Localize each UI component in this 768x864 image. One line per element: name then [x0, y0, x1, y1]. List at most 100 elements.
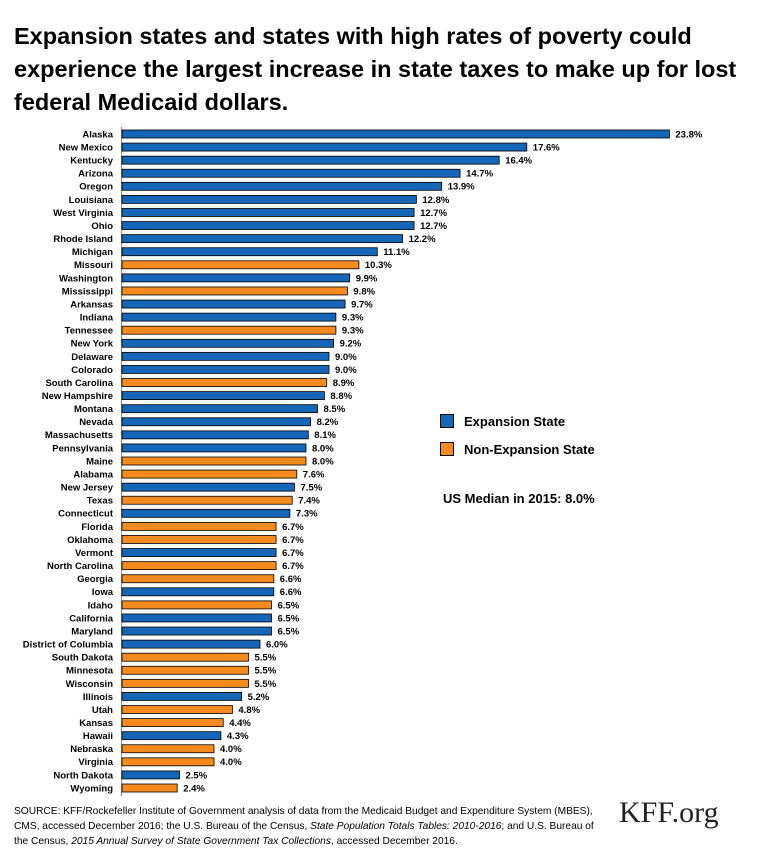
- value-label-new-hampshire: 8.8%: [330, 391, 352, 402]
- bar-south-carolina: [121, 378, 328, 387]
- category-label-ohio: Ohio: [91, 221, 113, 232]
- category-label-north-dakota: North Dakota: [53, 770, 113, 781]
- bar-connecticut: [121, 508, 291, 518]
- value-label-west-virginia: 12.7%: [420, 208, 447, 219]
- bar-pennsylvania: [121, 443, 307, 453]
- source-italic-2: 2015 Annual Survey of State Government T…: [71, 836, 331, 847]
- bar-delaware: [121, 351, 330, 361]
- chart-title: Expansion states and states with high ra…: [14, 23, 737, 115]
- category-label-nevada: Nevada: [79, 417, 114, 428]
- value-label-maine: 8.0%: [312, 456, 334, 467]
- category-label-alaska: Alaska: [82, 129, 113, 140]
- bar-ohio: [121, 221, 415, 230]
- value-label-georgia: 6.6%: [280, 574, 302, 585]
- category-label-illinois: Illinois: [83, 692, 113, 703]
- bar-wyoming: [121, 783, 178, 793]
- value-label-oregon: 13.9%: [448, 182, 475, 193]
- category-label-tennessee: Tennessee: [65, 326, 113, 337]
- bar-oregon: [121, 181, 443, 191]
- category-label-pennsylvania: Pennsylvania: [52, 443, 113, 454]
- bar-idaho: [121, 600, 272, 610]
- legend-item-expansion: Expansion State: [440, 412, 595, 430]
- bar-massachusetts: [121, 430, 309, 440]
- bar-california: [121, 613, 272, 623]
- category-label-california: California: [69, 613, 114, 624]
- value-label-minnesota: 5.5%: [255, 666, 277, 677]
- value-label-arizona: 14.7%: [466, 169, 493, 180]
- category-label-rhode-island: Rhode Island: [53, 234, 113, 245]
- value-label-texas: 7.4%: [298, 496, 320, 507]
- value-label-colorado: 9.0%: [335, 365, 357, 376]
- value-label-new-mexico: 17.6%: [533, 142, 560, 153]
- category-label-oregon: Oregon: [79, 182, 113, 193]
- bar-maryland: [121, 626, 272, 636]
- category-label-mississippi: Mississippi: [62, 286, 113, 297]
- bar-west-virginia: [121, 208, 415, 217]
- value-label-rhode-island: 12.2%: [409, 234, 436, 245]
- value-label-alabama: 7.6%: [303, 469, 325, 480]
- value-label-missouri: 10.3%: [365, 260, 392, 271]
- category-label-alabama: Alabama: [73, 469, 113, 480]
- category-label-wisconsin: Wisconsin: [66, 679, 114, 690]
- category-label-arkansas: Arkansas: [70, 299, 113, 310]
- category-label-washington: Washington: [59, 273, 113, 284]
- bar-colorado: [121, 365, 330, 374]
- bar-nevada: [121, 417, 312, 427]
- bar-vermont: [121, 548, 277, 557]
- category-label-north-carolina: North Carolina: [47, 561, 114, 572]
- source-text-2: ; and U.S. Bureau of the Census,: [14, 821, 594, 847]
- category-label-massachusetts: Massachusetts: [45, 430, 113, 441]
- median-note: US Median in 2015: 8.0%: [443, 491, 595, 506]
- bar-indiana: [121, 312, 337, 322]
- value-label-south-dakota: 5.5%: [255, 653, 277, 664]
- bar-virginia: [121, 757, 215, 767]
- value-label-pennsylvania: 8.0%: [312, 443, 334, 454]
- bar-chart: Alaska New Mexico Kentucky Arizona Oregon Lou…: [23, 127, 703, 796]
- value-label-district-of-columbia: 6.0%: [266, 640, 288, 651]
- value-label-delaware: 9.0%: [335, 352, 357, 363]
- value-label-new-york: 9.2%: [340, 339, 362, 350]
- bar-kentucky: [121, 155, 500, 165]
- category-label-wyoming: Wyoming: [70, 783, 113, 794]
- category-label-oklahoma: Oklahoma: [67, 535, 114, 546]
- category-label-south-carolina: South Carolina: [45, 378, 113, 389]
- category-label-nebraska: Nebraska: [70, 744, 113, 755]
- category-label-maryland: Maryland: [71, 626, 113, 637]
- category-label-hawaii: Hawaii: [83, 731, 113, 742]
- category-label-new-mexico: New Mexico: [59, 142, 114, 153]
- bar-wisconsin: [121, 678, 249, 688]
- bar-iowa: [121, 587, 275, 597]
- bar-louisiana: [121, 194, 417, 204]
- bar-kansas: [121, 718, 224, 727]
- source-note: SOURCE: KFF/Rockefeller Institute of Gov…: [14, 804, 604, 849]
- value-label-michigan: 11.1%: [383, 247, 410, 258]
- value-label-florida: 6.7%: [282, 522, 304, 533]
- category-label-utah: Utah: [92, 705, 113, 716]
- value-label-kansas: 4.4%: [229, 718, 251, 729]
- category-label-texas: Texas: [87, 496, 113, 507]
- category-label-virginia: Virginia: [78, 757, 113, 768]
- bar-oklahoma: [121, 535, 277, 544]
- bar-florida: [121, 522, 277, 531]
- legend-item-non-expansion: Non-Expansion State: [440, 440, 595, 458]
- bar-south-dakota: [121, 652, 249, 662]
- bar-new-jersey: [121, 482, 295, 492]
- value-label-california: 6.5%: [278, 613, 300, 624]
- value-label-north-carolina: 6.7%: [282, 561, 304, 572]
- value-label-maryland: 6.5%: [278, 626, 300, 637]
- bar-arizona: [121, 168, 461, 178]
- bar-north-carolina: [121, 561, 277, 571]
- value-label-wisconsin: 5.5%: [255, 679, 277, 690]
- bar-montana: [121, 404, 318, 414]
- value-label-illinois: 5.2%: [248, 692, 270, 703]
- value-label-idaho: 6.5%: [278, 600, 300, 611]
- value-label-washington: 9.9%: [356, 273, 378, 284]
- value-label-ohio: 12.7%: [420, 221, 447, 232]
- bar-rhode-island: [121, 234, 404, 244]
- bar-new-hampshire: [121, 391, 325, 401]
- value-labels: 23.8% 17.6%16.4% 14.7% 13.9% 12.8% 12.7% 12.7%…: [183, 129, 703, 794]
- bar-tennessee: [121, 325, 337, 335]
- category-label-kentucky: Kentucky: [70, 156, 113, 167]
- value-label-arkansas: 9.7%: [351, 299, 373, 310]
- legend: Expansion State Non-Expansion State: [440, 412, 595, 468]
